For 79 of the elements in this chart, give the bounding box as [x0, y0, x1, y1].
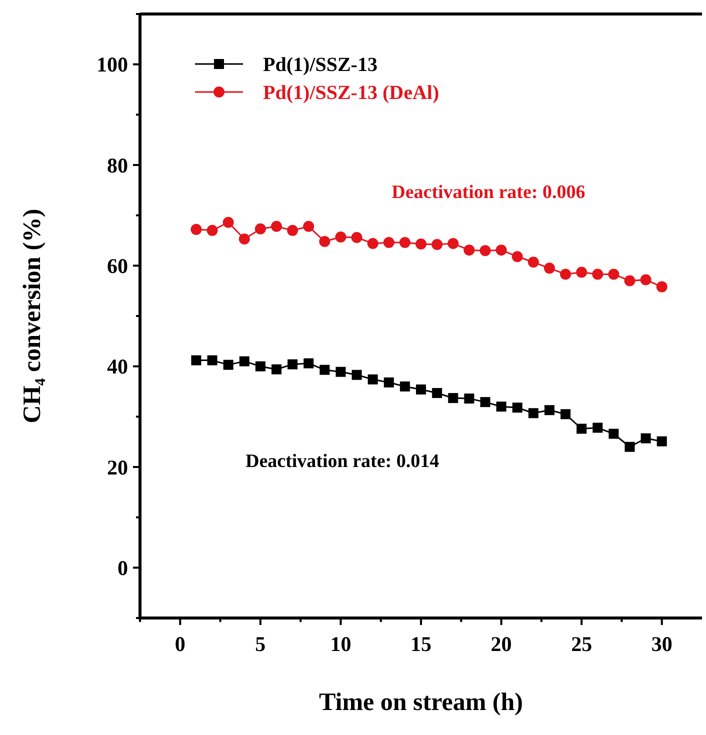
point — [560, 268, 572, 280]
y-tick-label: 100 — [96, 52, 128, 77]
point — [432, 388, 442, 398]
point — [254, 223, 266, 234]
point — [368, 374, 378, 384]
y-tick-label: 20 — [107, 455, 128, 480]
x-tick-label: 5 — [255, 632, 266, 656]
annotation: Deactivation rate: 0.014 — [246, 451, 440, 472]
x-axis-title: Time on stream (h) — [319, 689, 523, 716]
point — [448, 393, 458, 404]
point — [222, 216, 234, 228]
point — [480, 397, 490, 408]
point — [207, 355, 218, 366]
point — [624, 275, 636, 286]
point — [496, 402, 506, 412]
y-tick-label: 40 — [107, 354, 128, 379]
point — [191, 355, 202, 366]
point — [223, 360, 234, 370]
point — [656, 436, 667, 446]
point — [255, 361, 266, 372]
x-tick-label: 0 — [174, 632, 186, 656]
point — [271, 364, 282, 374]
point — [320, 364, 330, 375]
point — [528, 408, 538, 418]
point — [624, 442, 635, 452]
point — [206, 224, 218, 236]
point — [367, 238, 378, 250]
point — [464, 394, 474, 404]
point — [400, 381, 410, 392]
point — [480, 245, 491, 256]
point — [640, 274, 652, 286]
point — [351, 232, 362, 243]
point — [190, 224, 202, 235]
point — [319, 236, 330, 248]
point — [640, 433, 651, 444]
point — [464, 244, 475, 256]
point — [416, 384, 426, 394]
point — [270, 220, 282, 232]
point — [303, 220, 314, 232]
x-tick-label: 15 — [410, 632, 432, 656]
point — [416, 238, 426, 250]
point — [576, 266, 588, 278]
y-tick-label: 80 — [107, 153, 128, 178]
point — [304, 358, 314, 368]
legend-label: Pd(1)/SSZ-13 (DeAl) — [263, 82, 440, 104]
y-axis-title: CH₄ conversion (%) — [19, 208, 46, 424]
point — [335, 231, 346, 242]
point — [528, 256, 539, 268]
legend-label: Pd(1)/SSZ-13 — [263, 54, 378, 76]
point — [238, 233, 250, 244]
point — [432, 239, 443, 250]
x-tick-label: 10 — [330, 632, 352, 656]
point — [544, 405, 554, 416]
point — [288, 359, 298, 370]
point — [496, 244, 507, 256]
point — [399, 237, 410, 248]
y-tick-label: 0 — [118, 556, 128, 580]
point — [656, 281, 668, 292]
x-tick-label: 25 — [571, 632, 592, 656]
annotation: Deactivation rate: 0.006 — [392, 182, 586, 204]
point — [560, 409, 571, 420]
point — [592, 422, 603, 433]
point — [239, 356, 250, 366]
x-tick-label: 30 — [651, 632, 672, 656]
point — [352, 370, 362, 380]
x-tick-label: 20 — [490, 632, 512, 656]
point — [592, 268, 604, 280]
point — [576, 424, 587, 434]
point — [287, 224, 298, 236]
point — [608, 428, 619, 439]
point — [383, 237, 394, 248]
point — [384, 377, 394, 388]
y-tick-label: 60 — [107, 254, 128, 278]
point — [512, 251, 523, 262]
point — [336, 366, 346, 377]
point — [448, 238, 459, 250]
point — [544, 262, 555, 274]
point — [512, 402, 522, 413]
point — [608, 268, 620, 280]
